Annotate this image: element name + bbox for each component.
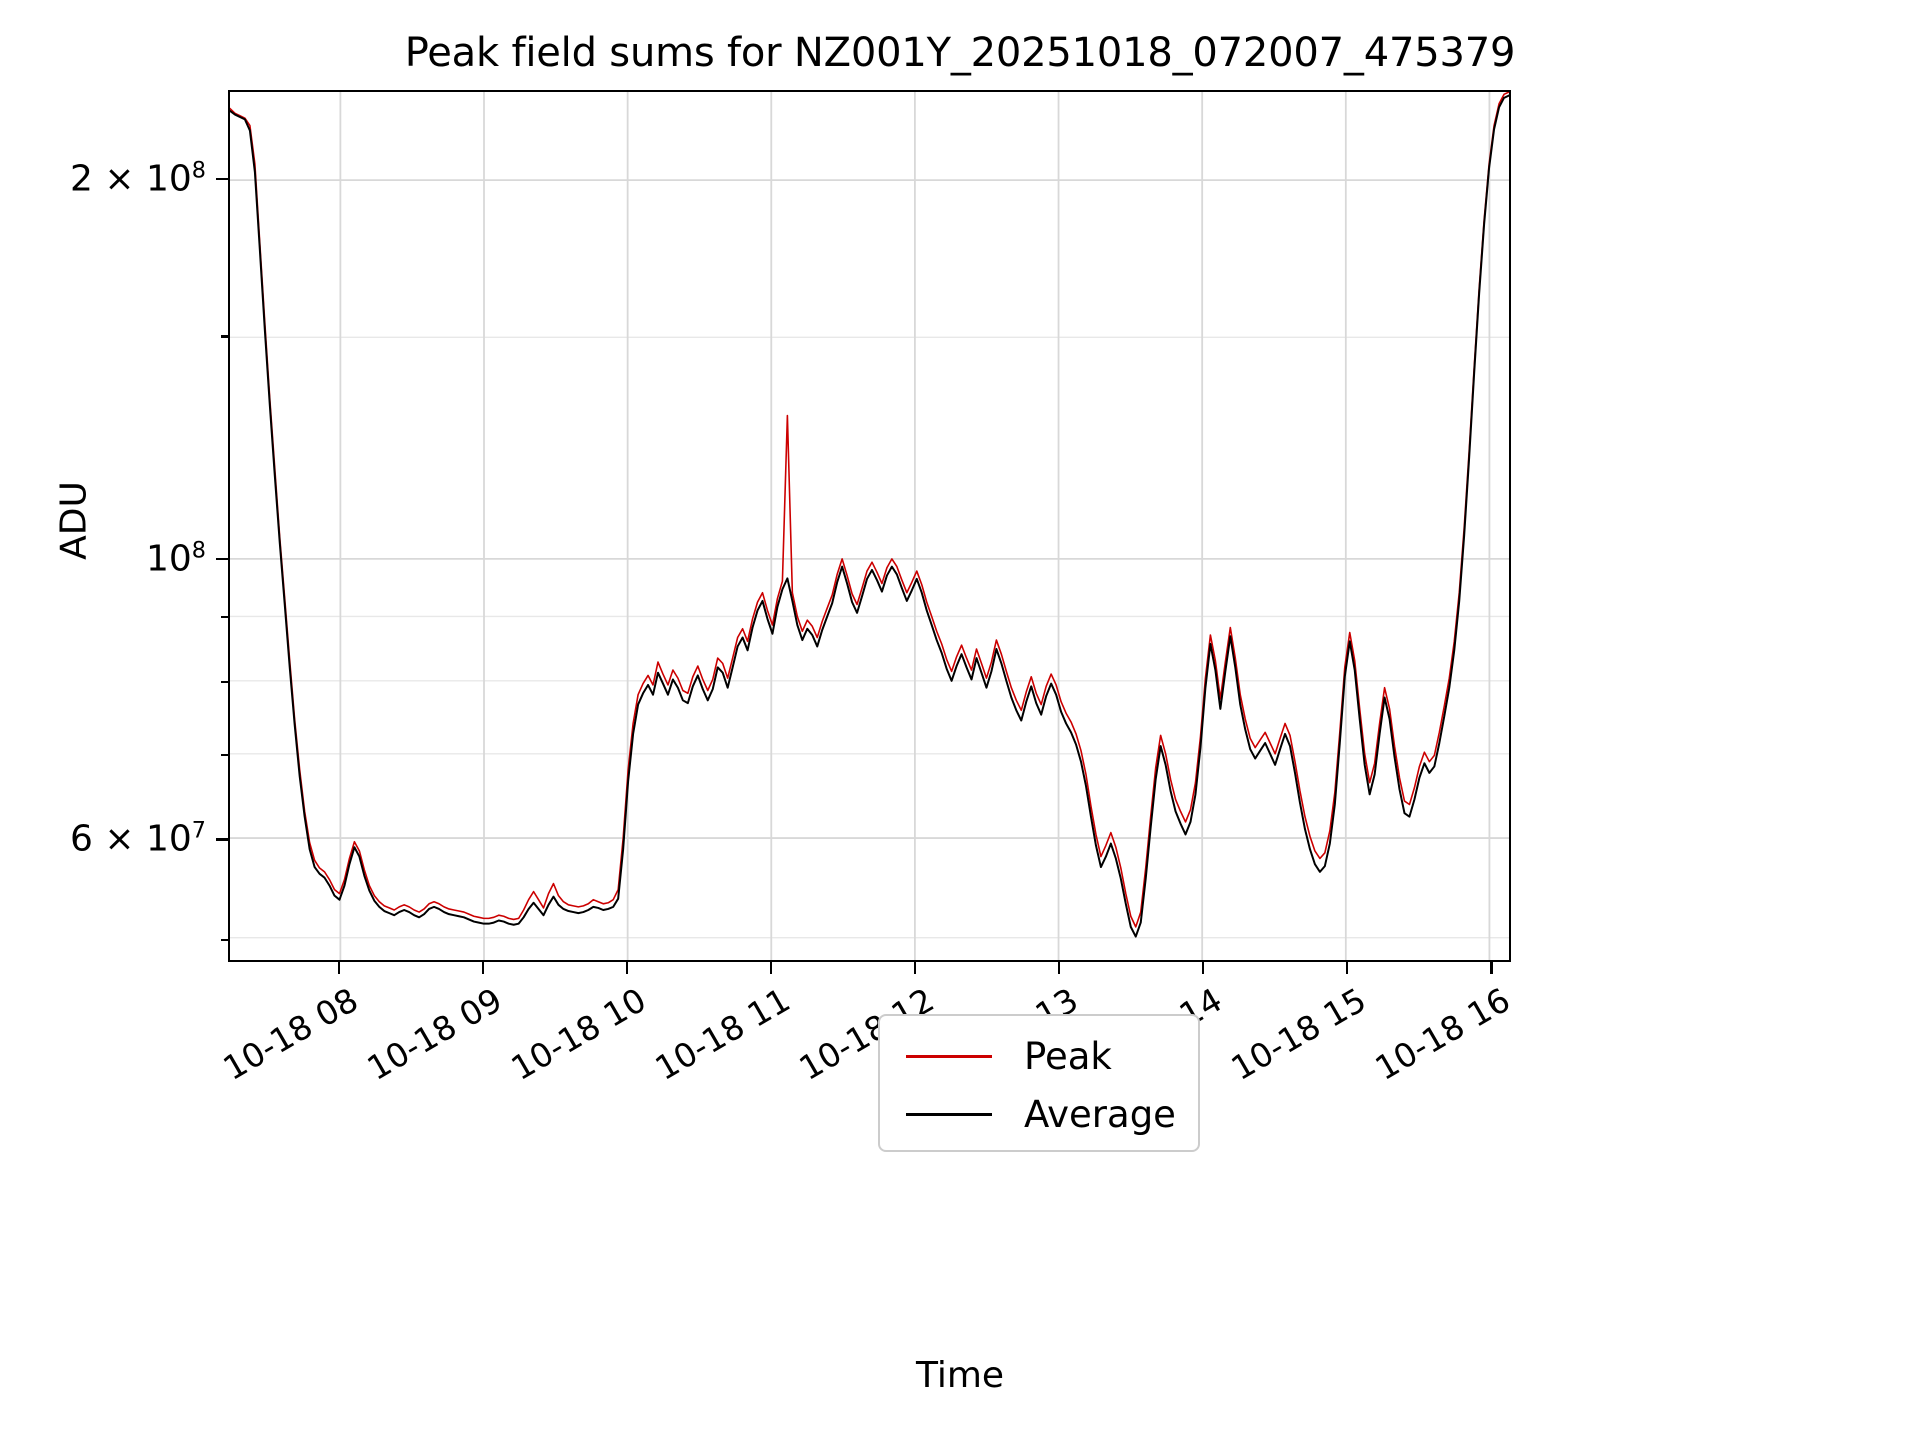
series-line-peak	[230, 92, 1509, 928]
chart-title: Peak field sums for NZ001Y_20251018_0720…	[404, 30, 1516, 76]
x-tick-mark	[337, 962, 340, 974]
x-tick-mark	[914, 962, 917, 974]
y-tick-mark-minor	[221, 335, 228, 338]
series-line-average	[230, 94, 1509, 938]
legend-swatch-average	[906, 1112, 992, 1116]
x-axis-label: Time	[915, 1355, 1005, 1396]
y-tick-mark-minor	[221, 615, 228, 619]
y-tick-mark	[216, 558, 228, 561]
gridlines	[230, 92, 1509, 960]
data-series-layer	[230, 92, 1509, 938]
legend-swatch-peak	[906, 1054, 992, 1058]
y-tick-mark	[216, 177, 228, 180]
legend-item-average[interactable]: Average	[880, 1086, 1198, 1142]
y-tick-label: 6 × 107	[70, 817, 206, 860]
y-tick-mark	[216, 838, 228, 841]
legend-item-peak[interactable]: Peak	[880, 1028, 1198, 1084]
x-tick-mark	[625, 962, 629, 974]
x-tick-mark	[1058, 962, 1061, 974]
plot-area	[228, 90, 1511, 962]
y-tick-mark-minor	[221, 753, 228, 757]
legend-label-peak: Peak	[1024, 1034, 1112, 1078]
y-tick-label: 108	[145, 537, 206, 580]
x-tick-mark	[1346, 962, 1349, 974]
y-tick-label: 2 × 108	[70, 157, 206, 200]
x-tick-mark	[1490, 962, 1493, 974]
y-tick-mark-minor	[221, 938, 228, 941]
chart-legend[interactable]: Peak Average	[878, 1014, 1200, 1152]
y-axis-label: ADU	[53, 481, 95, 560]
x-tick-mark	[481, 962, 484, 974]
x-tick-mark	[1202, 962, 1205, 974]
legend-label-average: Average	[1024, 1092, 1176, 1136]
y-tick-mark-minor	[221, 680, 228, 683]
x-tick-mark	[769, 962, 773, 974]
